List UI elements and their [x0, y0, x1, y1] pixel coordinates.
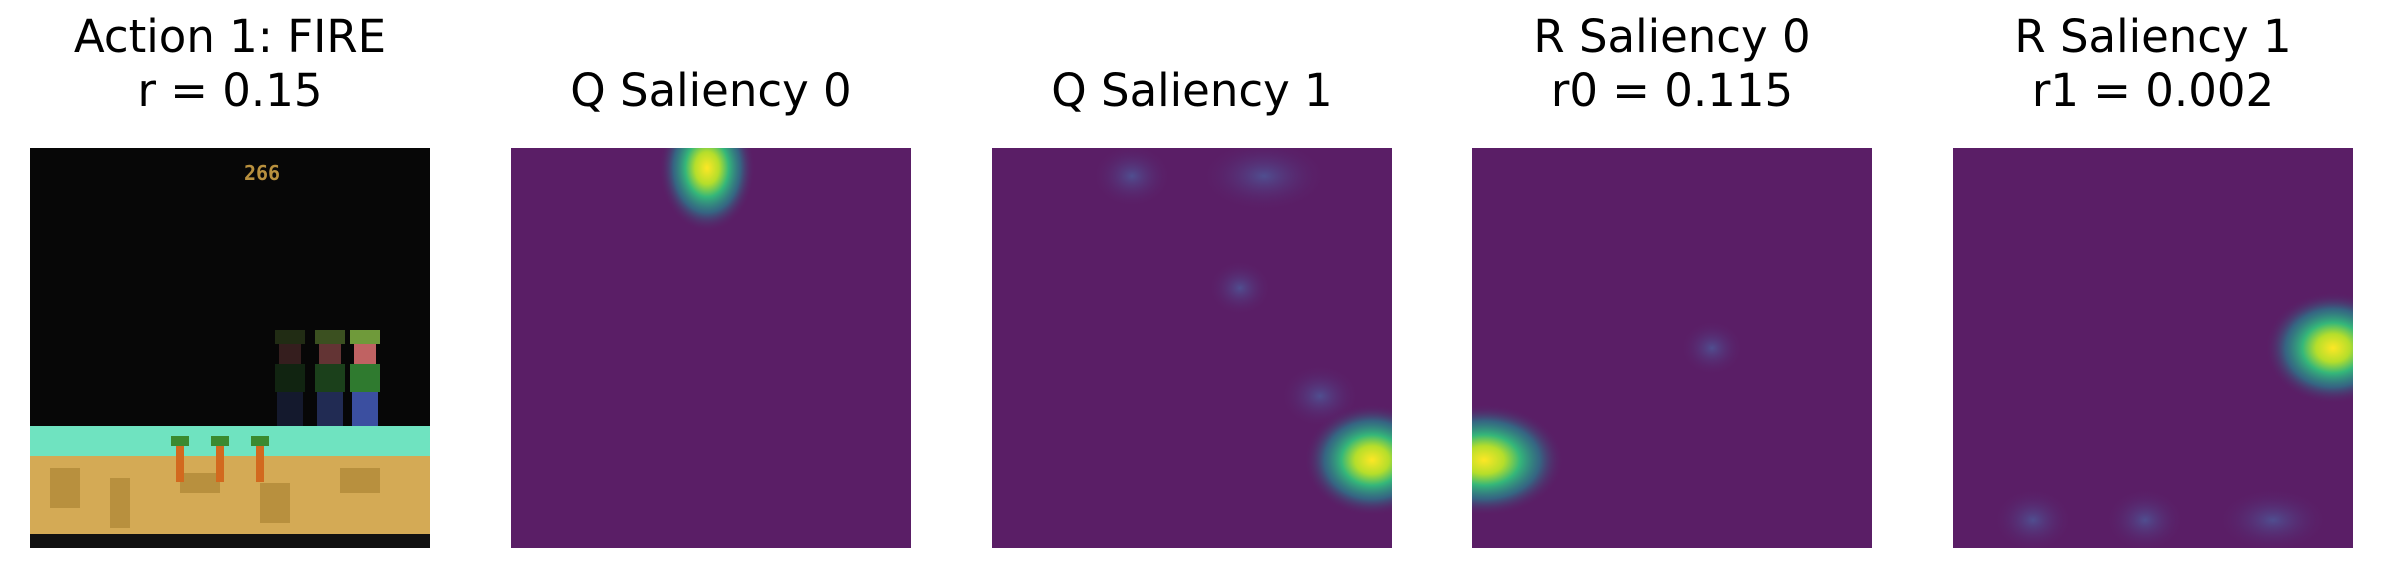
saliency-blob [1472, 404, 1564, 516]
saliency-blob [659, 148, 755, 232]
farmer-face [279, 344, 301, 364]
carrot [216, 446, 224, 482]
saliency-blob [2265, 292, 2353, 404]
saliency-map [992, 148, 1392, 548]
saliency-blob [2105, 488, 2185, 548]
saliency-blob [1680, 320, 1744, 376]
saliency-map [1953, 148, 2353, 548]
tunnel [260, 483, 290, 523]
saliency-blob [1304, 404, 1392, 516]
tunnel [180, 473, 220, 493]
saliency-blob [1200, 148, 1328, 212]
tunnel [110, 478, 130, 528]
farmer-hat [350, 330, 380, 344]
carrot-leaf [211, 436, 229, 446]
tunnel [50, 468, 80, 508]
game-frame: 266 [30, 148, 430, 548]
saliency-map [1472, 148, 1872, 548]
panel-title: Action 1: FIRE [74, 10, 386, 63]
farmer-hat [315, 330, 345, 344]
tunnel [340, 468, 380, 493]
farmer-legs [317, 392, 343, 426]
saliency-blob [1092, 148, 1172, 208]
saliency-blob [1993, 488, 2073, 548]
panel-title: R Saliency 1 [2014, 10, 2291, 63]
farmer-body [315, 364, 345, 392]
panel-title: r1 = 0.002 [2032, 64, 2274, 117]
carrot-leaf [171, 436, 189, 446]
carrot [176, 446, 184, 482]
panel-title: r0 = 0.115 [1551, 64, 1793, 117]
farmer-body [350, 364, 380, 392]
panel-title: Q Saliency 1 [1051, 64, 1332, 117]
saliency-blob [2217, 488, 2329, 548]
score: 266 [244, 161, 280, 185]
farmer-legs [352, 392, 378, 426]
saliency-blob [1208, 260, 1272, 316]
farmer-body [275, 364, 305, 392]
grass [30, 426, 430, 456]
panel-title: R Saliency 0 [1533, 10, 1810, 63]
floor [30, 534, 430, 548]
panel-title: r = 0.15 [137, 64, 322, 117]
carrot [256, 446, 264, 482]
farmer-legs [277, 392, 303, 426]
farmer-face [319, 344, 341, 364]
farmer-face [354, 344, 376, 364]
farmer-hat [275, 330, 305, 344]
soil [30, 456, 430, 534]
panel-title: Q Saliency 0 [570, 64, 851, 117]
saliency-map [511, 148, 911, 548]
carrot-leaf [251, 436, 269, 446]
